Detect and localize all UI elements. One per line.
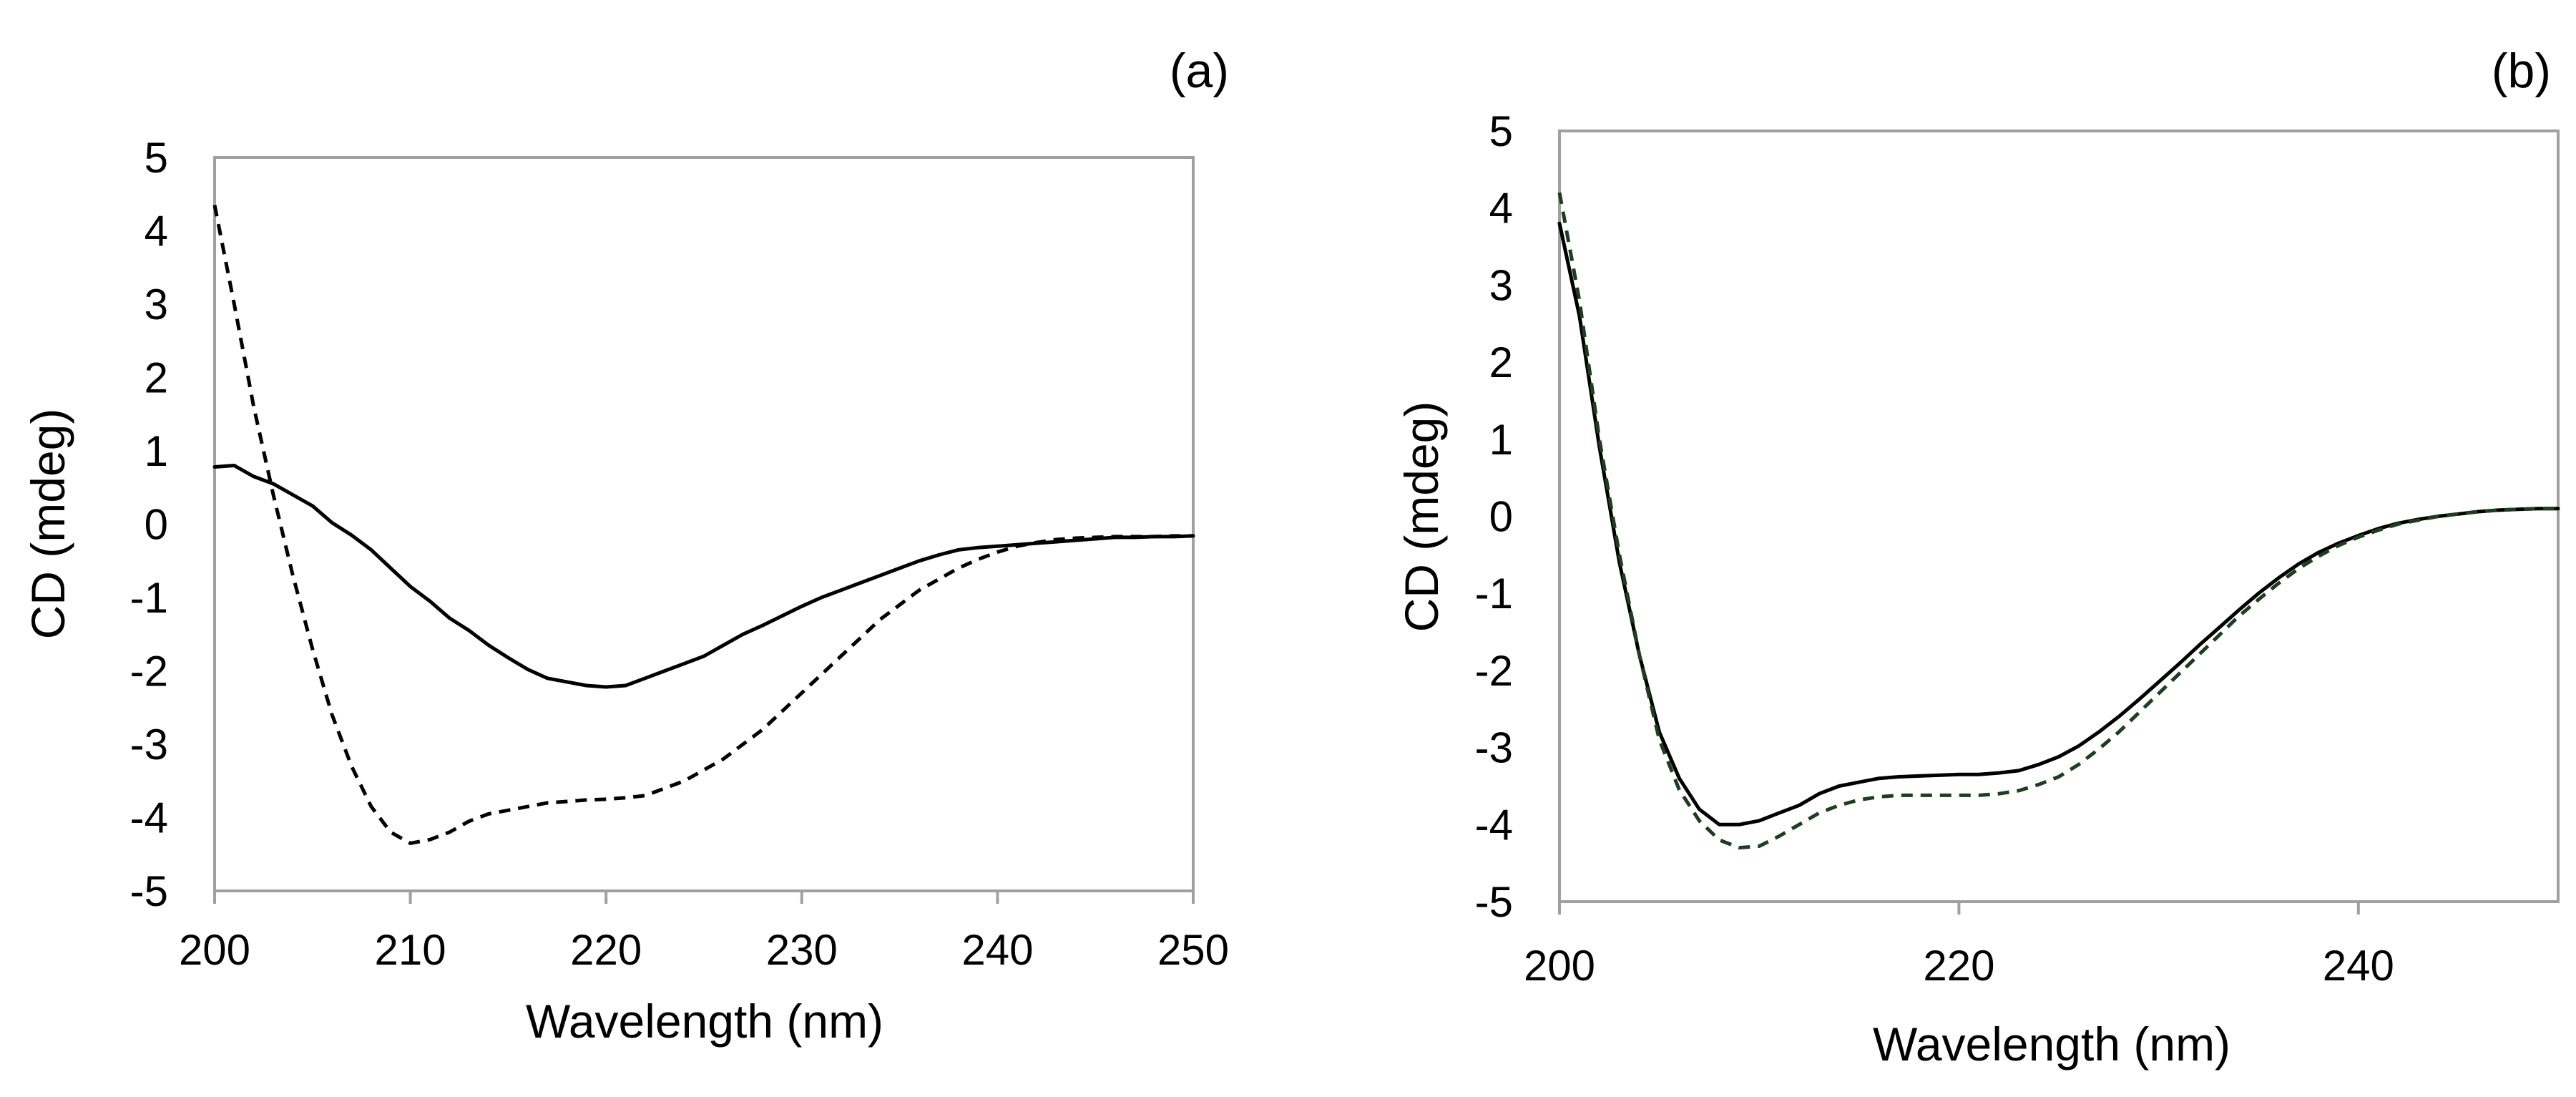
- series-line-dashed: [1557, 192, 2558, 850]
- y-tick-label: -5: [1475, 878, 1513, 926]
- x-tick-label: 240: [961, 926, 1033, 974]
- y-tick-label: 3: [145, 281, 168, 328]
- x-tick-label: 220: [570, 926, 642, 974]
- x-tick-label: 200: [179, 926, 250, 974]
- series-line-solid: [212, 464, 1195, 689]
- y-tick-label: 4: [1489, 185, 1513, 233]
- y-tick-label: 0: [145, 501, 168, 549]
- x-tick-label: 200: [1524, 942, 1595, 990]
- panel-label: (a): [1170, 44, 1229, 98]
- y-tick-label: -5: [130, 867, 168, 915]
- y-axis-label: CD (mdeg): [21, 409, 74, 640]
- y-tick-label: 1: [145, 427, 168, 475]
- y-tick-label: -4: [1475, 801, 1513, 849]
- x-axis-label: Wavelength (nm): [1873, 1018, 2230, 1071]
- y-tick-label: -2: [1475, 647, 1513, 695]
- y-tick-label: 5: [145, 134, 168, 182]
- x-tick-label: 240: [2323, 942, 2394, 990]
- x-tick-label: 220: [1923, 942, 1994, 990]
- y-tick-label: 0: [1489, 493, 1513, 541]
- panel-label: (b): [2492, 44, 2551, 98]
- y-tick-label: 2: [145, 354, 168, 402]
- y-axis-label: CD (mdeg): [1395, 401, 1448, 633]
- x-axis-label: Wavelength (nm): [526, 995, 883, 1048]
- y-tick-label: -1: [130, 574, 168, 622]
- x-tick-label: 230: [766, 926, 838, 974]
- x-tick-label: 250: [1157, 926, 1229, 974]
- y-tick-label: -4: [130, 794, 168, 842]
- y-tick-label: 1: [1489, 416, 1513, 464]
- plot-frame: [1558, 130, 2560, 903]
- y-tick-label: 3: [1489, 261, 1513, 309]
- plot-frame: [213, 156, 1195, 892]
- y-tick-label: -3: [1475, 724, 1513, 772]
- y-tick-label: 4: [145, 208, 168, 255]
- y-tick-label: -3: [130, 721, 168, 769]
- y-tick-label: 5: [1489, 107, 1513, 155]
- y-tick-label: -2: [130, 648, 168, 696]
- x-tick-label: 210: [375, 926, 446, 974]
- y-tick-label: 2: [1489, 338, 1513, 386]
- y-tick-label: -1: [1475, 570, 1513, 618]
